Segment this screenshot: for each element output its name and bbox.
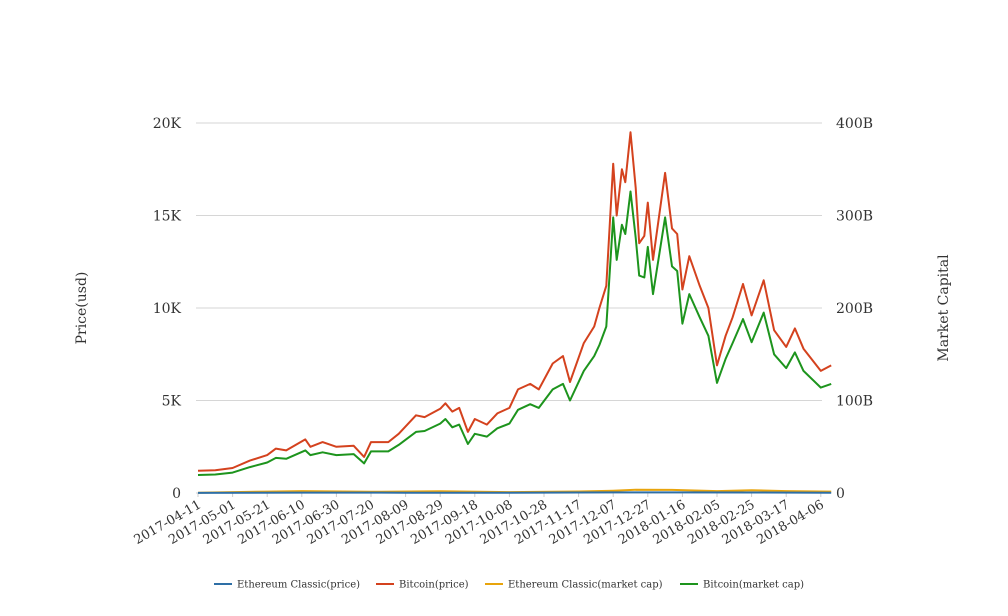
y-axis-left-ticks: 0 5K 10K 15K 20K [153, 116, 182, 502]
x-axis-ticks: 2017-04-112017-05-012017-05-212017-06-10… [132, 493, 827, 548]
y-axis-right-title: Market Capital [936, 254, 952, 362]
legend-label: Ethereum Classic(market cap) [508, 580, 663, 591]
series-line-3 [197, 190, 832, 476]
y-right-tick-label: 400B [836, 116, 873, 132]
series-layer [197, 131, 832, 494]
y-left-tick-label: 10K [153, 301, 182, 317]
legend-label: Bitcoin(market cap) [703, 580, 804, 591]
legend-label: Ethereum Classic(price) [237, 580, 360, 591]
gridlines [196, 122, 822, 494]
y-left-tick-label: 5K [162, 394, 182, 410]
legend-label: Bitcoin(price) [399, 580, 469, 591]
y-right-tick-label: 200B [836, 301, 873, 317]
y-left-tick-label: 15K [153, 209, 182, 225]
y-axis-right-ticks: 0 100B 200B 300B 400B [836, 116, 873, 502]
series-line-0 [197, 491, 832, 494]
y-right-tick-label: 300B [836, 209, 873, 225]
legend: Ethereum Classic(price) Bitcoin(price) Eth… [214, 580, 804, 591]
y-axis-left-title: Price(usd) [74, 272, 90, 345]
y-left-tick-label: 0 [172, 486, 181, 502]
y-right-tick-label: 100B [836, 394, 873, 410]
y-right-tick-label: 0 [836, 486, 845, 502]
series-line-1 [197, 131, 832, 472]
series-line-2 [197, 488, 832, 494]
y-left-tick-label: 20K [153, 116, 182, 132]
